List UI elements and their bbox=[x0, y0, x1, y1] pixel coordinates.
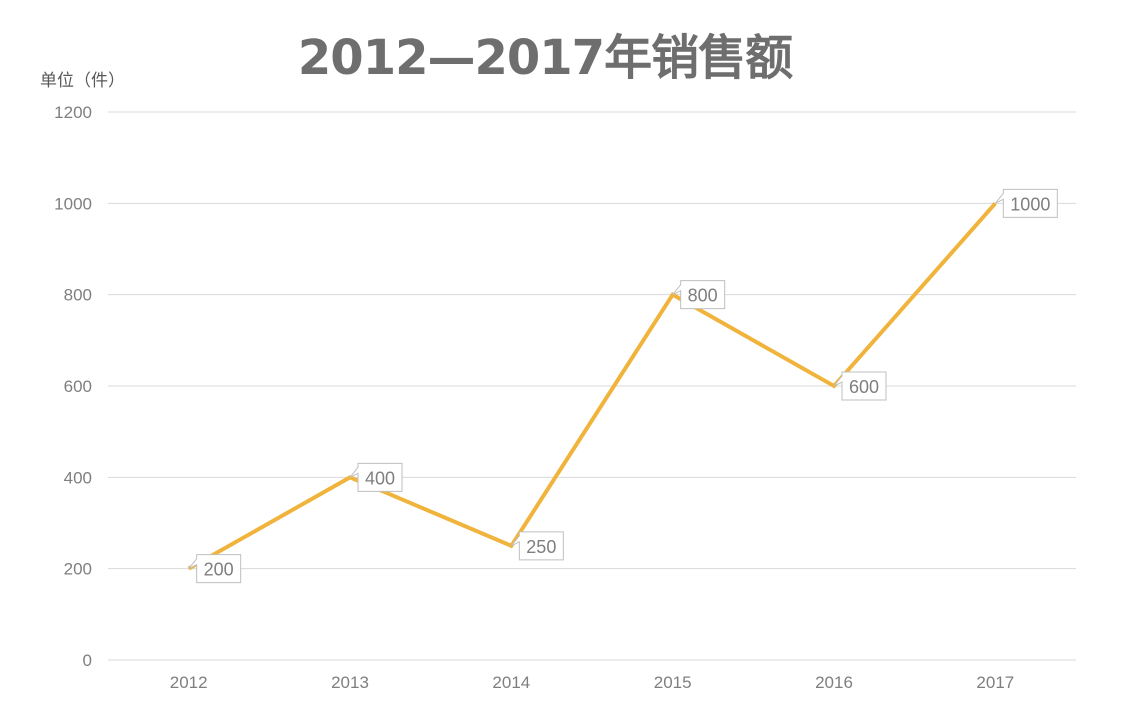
data-label-callout bbox=[994, 188, 1058, 218]
data-label-callout bbox=[510, 531, 564, 561]
y-tick-label: 1200 bbox=[54, 103, 92, 122]
y-tick-label: 200 bbox=[64, 560, 92, 579]
x-tick-label: 2012 bbox=[170, 673, 208, 692]
x-tick-label: 2013 bbox=[331, 673, 369, 692]
y-tick-label: 1000 bbox=[54, 194, 92, 213]
x-tick-label: 2014 bbox=[492, 673, 530, 692]
data-label: 200 bbox=[204, 560, 234, 580]
y-axis-label: 单位（件） bbox=[40, 71, 125, 91]
x-tick-label: 2015 bbox=[654, 673, 692, 692]
data-label-callout bbox=[349, 462, 403, 492]
data-label-callout bbox=[672, 280, 726, 310]
data-label: 250 bbox=[526, 537, 556, 557]
data-label: 400 bbox=[365, 468, 395, 488]
y-tick-label: 400 bbox=[64, 468, 92, 487]
data-label: 1000 bbox=[1010, 194, 1050, 214]
y-tick-label: 800 bbox=[64, 286, 92, 305]
data-label: 800 bbox=[688, 286, 718, 306]
chart-title: 2012—2017年销售额 bbox=[297, 30, 793, 86]
data-label-callout bbox=[833, 371, 887, 401]
x-tick-label: 2016 bbox=[815, 673, 853, 692]
x-tick-label: 2017 bbox=[976, 673, 1014, 692]
y-tick-label: 0 bbox=[83, 651, 92, 670]
data-label-callout bbox=[188, 554, 242, 584]
y-tick-label: 600 bbox=[64, 377, 92, 396]
data-line bbox=[187, 202, 997, 571]
data-label: 600 bbox=[849, 377, 879, 397]
